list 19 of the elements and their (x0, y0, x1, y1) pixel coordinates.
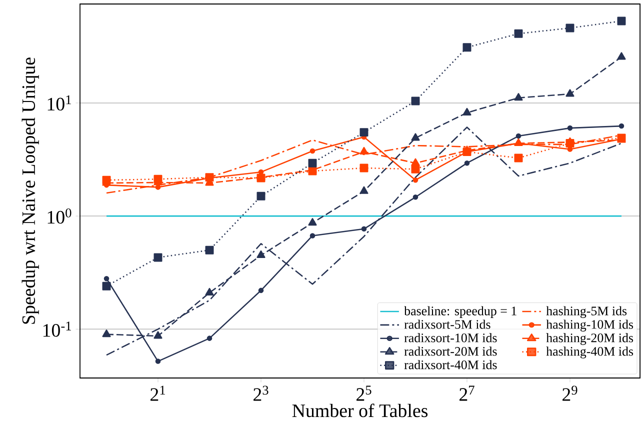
x-axis-title: Number of Tables (292, 404, 428, 418)
legend-label: hashing-5M ids (546, 306, 627, 318)
x-tick-label: 2$^{5}$ (356, 386, 372, 401)
y-tick-label: 10$^{-1}$ (43, 322, 71, 337)
x-tick-label: 2$^{1}$ (150, 386, 165, 401)
legend-label: baseline: speedup = 1 (404, 306, 516, 318)
legend-label: radixsort-40M ids (404, 360, 497, 370)
x-tick-label: 2$^{9}$ (562, 386, 578, 401)
legend-label: radixsort-5M ids (404, 320, 490, 329)
legend-label: radixsort-10M ids (404, 333, 497, 342)
legend-label: radixsort-20M ids (404, 346, 497, 356)
y-tick-label: 10$^{1}$ (48, 95, 71, 111)
legend-label: hashing-20M ids (546, 333, 634, 345)
x-tick-label: 2$^{7}$ (460, 386, 474, 401)
y-tick-label: 10$^{0}$ (48, 208, 72, 224)
y-axis-title: Speedup wrt Naive Looped Unique (22, 58, 39, 324)
legend-label: hashing-10M ids (546, 320, 634, 332)
legend-label: hashing-40M ids (546, 346, 634, 358)
x-tick-label: 2$^{3}$ (254, 386, 268, 401)
